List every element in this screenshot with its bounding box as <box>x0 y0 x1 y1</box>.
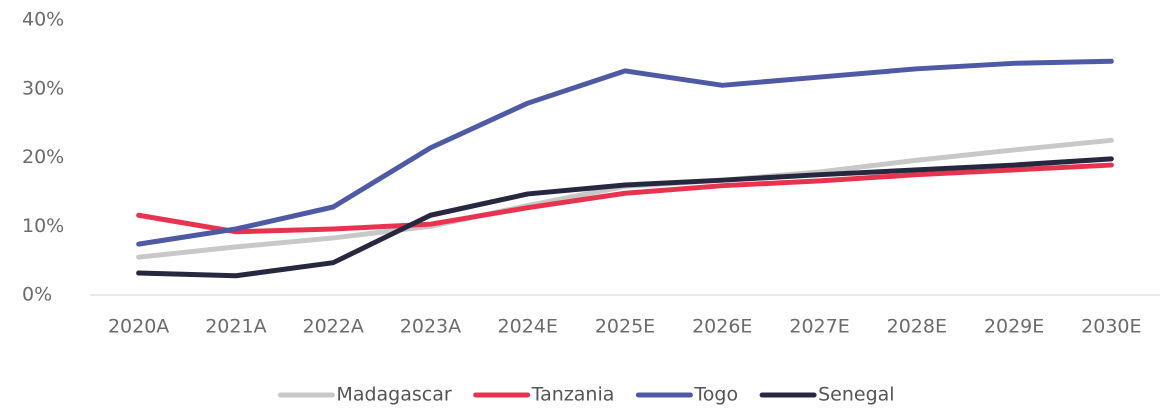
x-tick-label: 2023A <box>400 316 461 338</box>
legend-label: Togo <box>693 384 738 406</box>
series-line <box>136 156 1114 279</box>
x-tick-label: 2028E <box>887 316 947 338</box>
series-line <box>136 58 1114 247</box>
legend-label: Tanzania <box>531 384 615 406</box>
series-line <box>136 162 1114 235</box>
x-tick-label: 2022A <box>303 316 364 338</box>
x-tick-label: 2020A <box>108 316 169 338</box>
x-tick-label: 2025E <box>595 316 655 338</box>
y-tick-label: 0% <box>22 284 52 306</box>
legend-label: Madagascar <box>336 384 451 406</box>
x-tick-label: 2026E <box>692 316 752 338</box>
y-tick-label: 20% <box>22 146 64 168</box>
x-tick-label: 2030E <box>1081 316 1141 338</box>
y-tick-label: 10% <box>22 215 64 237</box>
legend-label: Senegal <box>818 384 894 406</box>
series-line <box>136 137 1114 260</box>
x-tick-label: 2024E <box>498 316 558 338</box>
y-tick-label: 40% <box>22 9 64 31</box>
x-tick-label: 2027E <box>789 316 849 338</box>
x-tick-label: 2029E <box>984 316 1044 338</box>
y-tick-label: 30% <box>22 77 64 99</box>
x-tick-label: 2021A <box>205 316 266 338</box>
